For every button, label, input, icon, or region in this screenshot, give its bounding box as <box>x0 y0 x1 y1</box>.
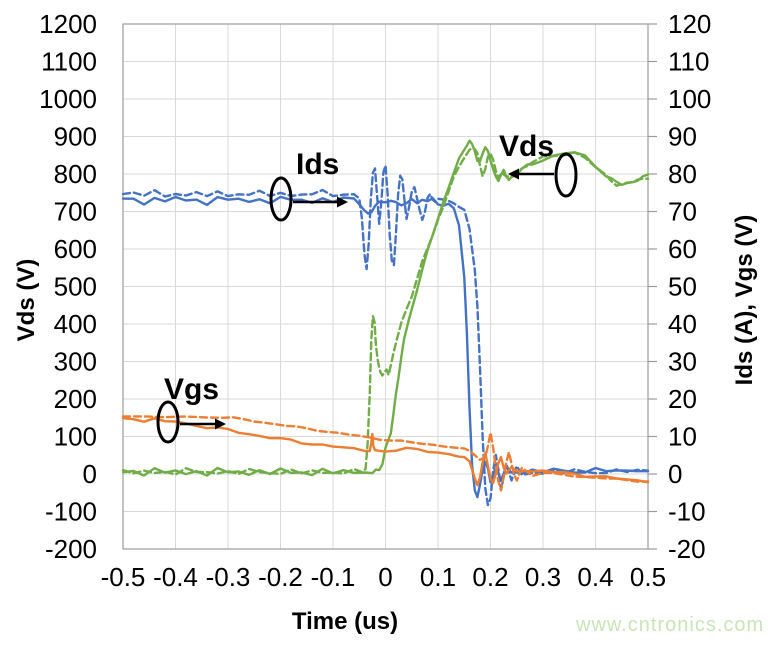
y-right-tick-label: 40 <box>668 309 697 339</box>
annotation-vds-arrowhead <box>508 168 519 180</box>
y-left-tick-label: -200 <box>45 534 97 564</box>
y-left-tick-label: 100 <box>54 422 97 452</box>
y-left-tick-label: 1000 <box>39 84 97 114</box>
y-left-tick-label: 200 <box>54 384 97 414</box>
x-tick-label: -0.5 <box>101 562 146 592</box>
x-tick-label: -0.4 <box>153 562 198 592</box>
x-tick-label: -0.1 <box>311 562 356 592</box>
left-y-axis-title: Vds (V) <box>13 259 40 342</box>
y-right-tick-label: 20 <box>668 384 697 414</box>
y-left-tick-label: 1100 <box>41 47 97 77</box>
y-right-tick-label: 80 <box>668 159 697 189</box>
annotation-vgs-arrowhead <box>215 418 226 430</box>
annotation-vgs-ellipse <box>156 400 180 444</box>
y-right-tick-label: 110 <box>668 47 709 77</box>
y-left-tick-label: 300 <box>54 347 97 377</box>
x-tick-label: 0.3 <box>525 562 561 592</box>
y-left-tick-label: 800 <box>54 159 97 189</box>
annotation-ids-label: Ids <box>296 148 339 181</box>
y-right-tick-label: 50 <box>668 272 697 302</box>
waveform-traces <box>121 139 650 507</box>
y-right-tick-label: 10 <box>668 422 697 452</box>
y-left-tick-label: 900 <box>54 122 97 152</box>
y-left-tick-label: 400 <box>54 309 97 339</box>
y-left-tick-label: 500 <box>54 272 97 302</box>
x-tick-label: 0.2 <box>472 562 508 592</box>
x-tick-label: 0.5 <box>630 562 666 592</box>
y-right-tick-label: -20 <box>668 534 706 564</box>
y-right-tick-label: 0 <box>668 459 682 489</box>
y-right-tick-label: -10 <box>668 497 706 527</box>
y-left-tick-label: 0 <box>83 459 97 489</box>
y-right-tick-label: 60 <box>668 234 697 264</box>
right-y-axis-title: Ids (A), Vgs (V) <box>731 215 758 386</box>
vds-dashed-trace <box>121 146 650 476</box>
tick-labels: 1200110010009008007006005004003002001000… <box>39 9 711 592</box>
x-tick-label: 0.1 <box>420 562 456 592</box>
x-tick-label: 0.4 <box>577 562 613 592</box>
y-left-tick-label: -100 <box>45 497 97 527</box>
vgs-solid-trace <box>121 417 650 487</box>
x-tick-label: 0 <box>378 562 392 592</box>
gridlines <box>122 23 657 550</box>
y-right-tick-label: 120 <box>668 9 711 39</box>
annotations: Ids Vds Vgs <box>156 130 578 444</box>
annotation-ids-ellipse <box>269 176 293 222</box>
y-right-tick-label: 90 <box>668 122 697 152</box>
y-right-tick-label: 30 <box>668 347 697 377</box>
x-tick-label: -0.2 <box>258 562 303 592</box>
watermark: www.cntronics.com <box>576 614 765 636</box>
y-right-tick-label: 100 <box>668 84 711 114</box>
vgs-dashed-trace <box>121 415 650 492</box>
x-tick-label: -0.3 <box>206 562 251 592</box>
y-left-tick-label: 600 <box>54 234 97 264</box>
annotation-ids-arrowhead <box>337 196 348 208</box>
x-axis-title: Time (us) <box>292 608 398 635</box>
y-right-tick-label: 70 <box>668 197 697 227</box>
annotation-vgs-label: Vgs <box>164 373 219 406</box>
annotation-vds-label: Vds <box>499 130 554 163</box>
annotation-vds-ellipse <box>554 152 578 198</box>
y-left-tick-label: 1200 <box>39 9 97 39</box>
y-left-tick-label: 700 <box>54 197 97 227</box>
